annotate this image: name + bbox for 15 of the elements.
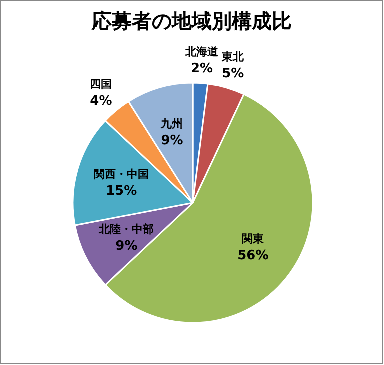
data-label: 5% (222, 66, 244, 82)
data-label: 9% (116, 238, 138, 254)
slice-label: 東北 (221, 50, 246, 64)
slice-label: 関西・中国 (94, 168, 150, 182)
data-label: 2% (191, 61, 214, 76)
data-label: 56% (238, 248, 269, 264)
data-label: 15% (106, 184, 138, 200)
slice-label: 九州 (160, 118, 184, 131)
slice-label: 北海道 (184, 45, 220, 58)
slice-label: 四国 (90, 78, 112, 92)
slice-label: 北陸・中部 (98, 222, 154, 236)
data-label: 4% (90, 94, 112, 110)
chart-title: 応募者の地域別構成比 (91, 9, 292, 33)
data-label: 9% (161, 134, 184, 149)
slice-label: 関東 (242, 232, 266, 246)
